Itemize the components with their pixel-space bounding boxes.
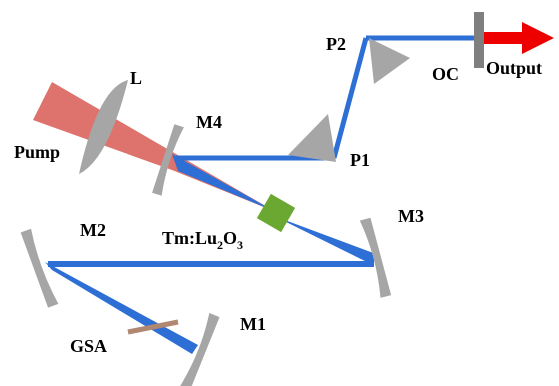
crystal-tm-lu2o3 [256,193,296,233]
beam-crystal-m3 [274,216,376,265]
label-m1: M1 [240,314,266,334]
beam-p1-p2 [331,37,369,159]
mirror-m1 [179,313,220,386]
output-coupler-oc [474,12,484,68]
mirror-m2 [20,228,59,308]
cavity-beams [45,35,480,354]
label-output: Output [486,58,542,78]
gsa-plate [127,319,179,335]
label-m4: M4 [196,112,222,132]
label-pump: Pump [14,142,60,162]
output-arrow [484,22,554,54]
prism-p1 [288,114,336,162]
mirror-m4 [152,124,184,196]
prism-p2 [369,38,410,84]
label-p2: P2 [326,34,346,54]
label-crystal-base: Tm:Lu [162,228,217,248]
beam-m4-crystal [172,154,276,212]
label-p1: P1 [350,150,370,170]
label-oc: OC [432,64,459,84]
label-crystal-sub1: 2 [217,238,223,252]
label-crystal-mid: O [223,228,237,248]
lens-l [79,80,128,174]
label-crystal: Tm:Lu2O3 [162,228,243,252]
beam-m2-m1 [45,262,198,354]
label-m3: M3 [398,206,424,226]
label-m2: M2 [80,220,106,240]
mirror-m3 [359,217,392,298]
label-crystal-sub2: 3 [237,238,243,252]
label-gsa: GSA [70,336,107,356]
label-lens: L [130,68,142,88]
